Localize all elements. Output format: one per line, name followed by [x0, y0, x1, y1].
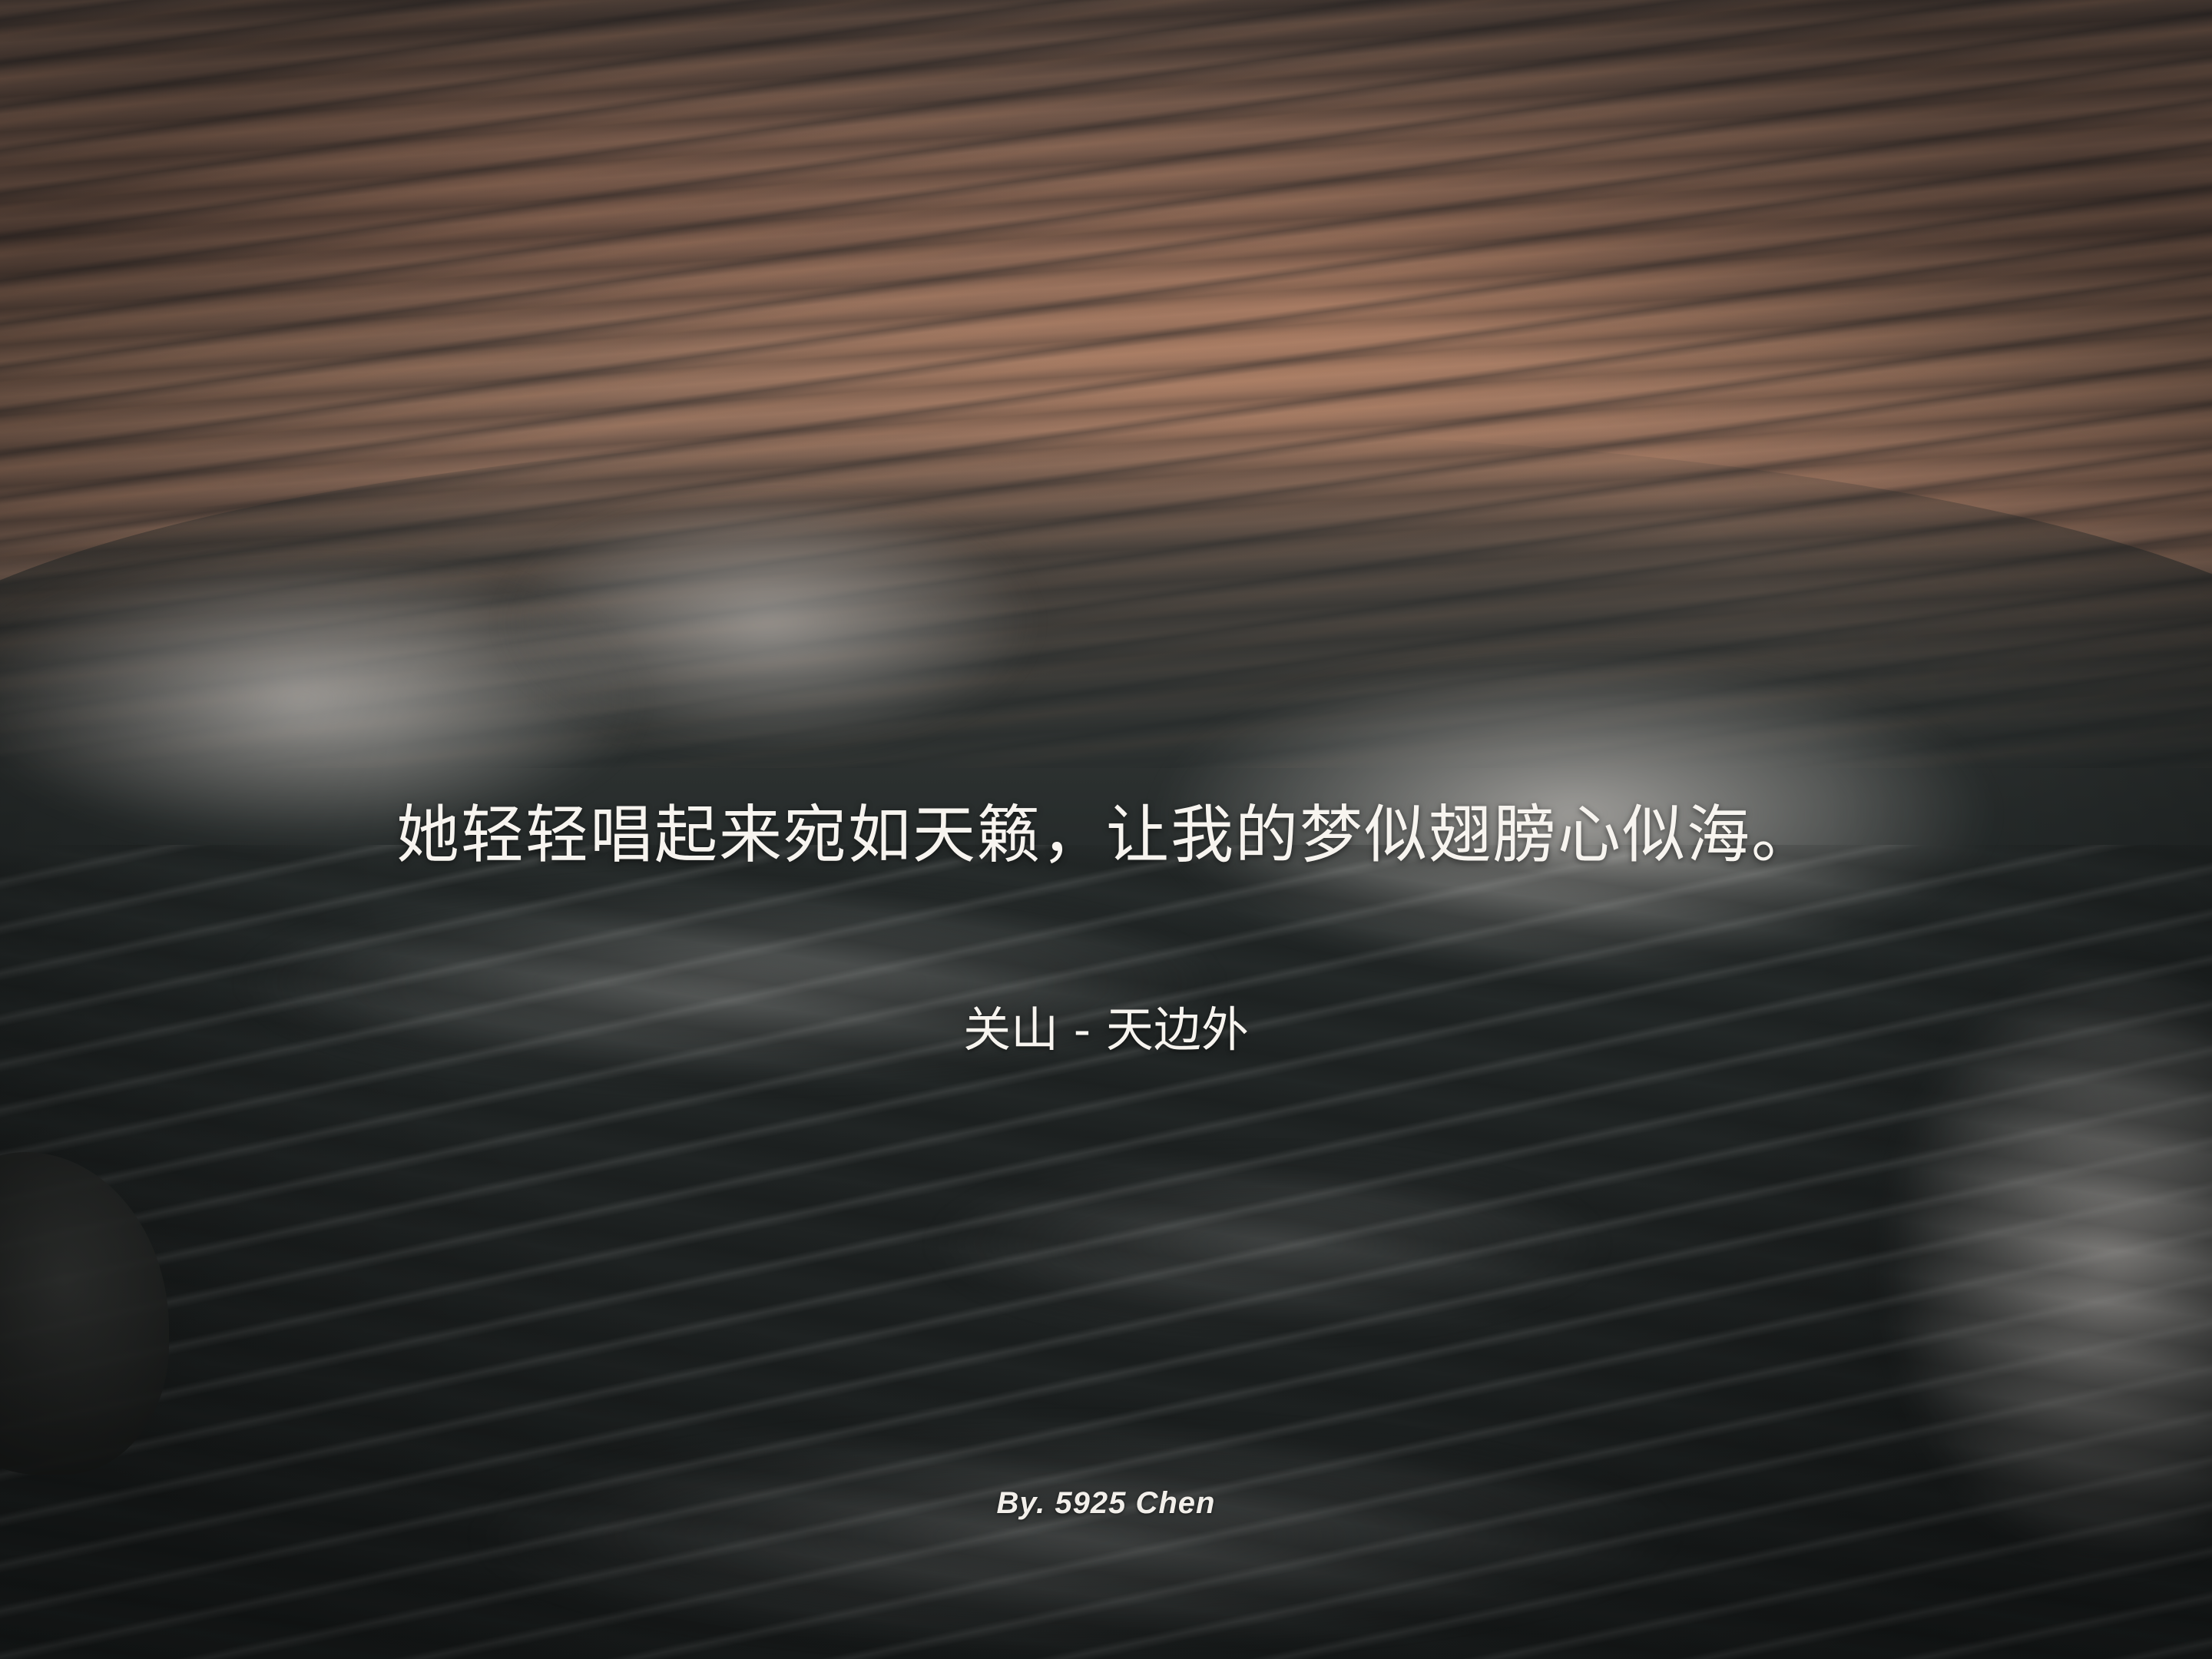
wave-foam — [461, 1421, 1690, 1651]
song-attribution: 关山 - 天边外 — [963, 1002, 1249, 1058]
lyric-quote: 她轻轻唱起来宛如天籁，让我的梦似翅膀心似海。 — [396, 799, 1816, 872]
foam-streaks — [0, 845, 2212, 1659]
wave-foam — [499, 492, 1037, 753]
wave-foam — [230, 883, 1229, 1083]
wave-foam — [922, 1152, 1613, 1336]
author-credit: By. 5925 Chen — [996, 1486, 1216, 1520]
wave-foam — [1152, 653, 1997, 975]
